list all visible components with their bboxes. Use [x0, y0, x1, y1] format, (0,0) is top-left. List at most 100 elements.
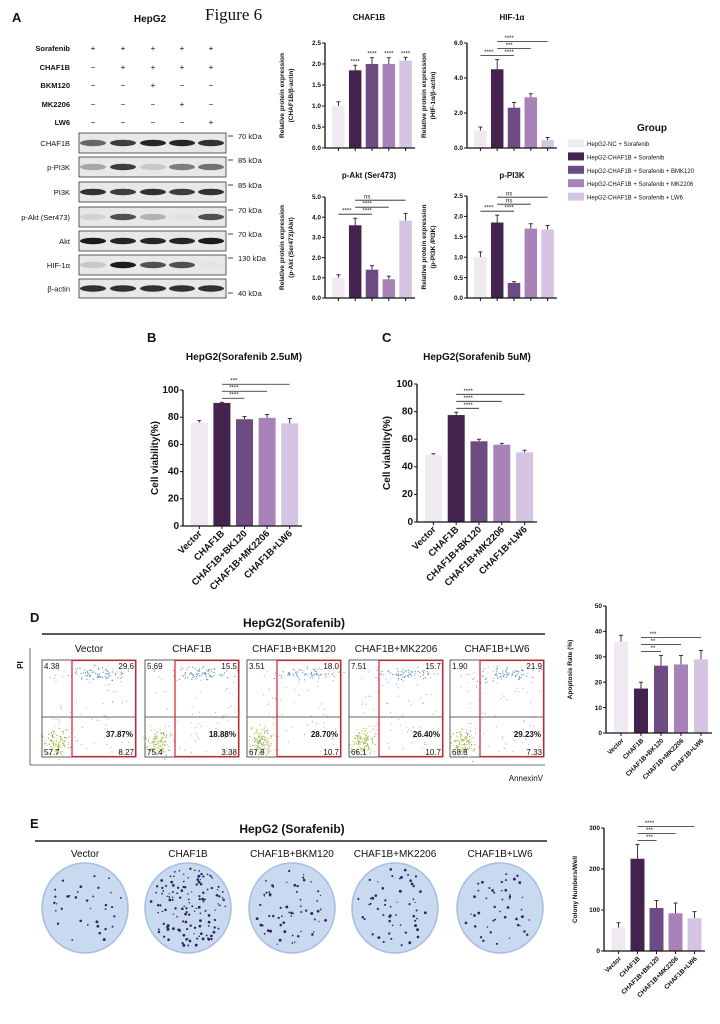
- colony-dot: [384, 903, 387, 906]
- flow-event-dot: [265, 739, 267, 741]
- flow-event-dot: [428, 673, 430, 675]
- flow-event-dot: [388, 671, 390, 673]
- colony-dot: [161, 910, 164, 913]
- flow-event-dot: [522, 720, 524, 722]
- flow-event-dot: [198, 670, 201, 672]
- flow-event-dot: [377, 722, 379, 724]
- flow-event-dot: [196, 735, 199, 737]
- flow-event-dot: [358, 746, 360, 748]
- flow-event-dot: [264, 737, 266, 739]
- quadrant-lr: 8.27: [118, 748, 134, 757]
- dish-label: CHAF1B+MK2206: [354, 849, 437, 860]
- colony-dot: [310, 912, 314, 916]
- flow-event-dot: [149, 742, 151, 744]
- flow-event-dot: [520, 677, 522, 679]
- colony-dot: [391, 875, 394, 878]
- flow-event-dot: [88, 673, 90, 675]
- bar: [516, 452, 534, 522]
- flow-event-dot: [93, 665, 95, 667]
- flow-event-dot: [381, 684, 384, 687]
- flow-event-dot: [165, 740, 167, 743]
- quadrant-ur: 29.6: [118, 662, 134, 671]
- flow-event-dot: [325, 739, 328, 741]
- flow-event-dot: [191, 706, 193, 708]
- colony-dot: [89, 907, 92, 910]
- flow-event-dot: [514, 739, 516, 741]
- bar-chart-5: HepG2(Sorafenib 5uM)Cell viability(%)Vec…: [382, 352, 537, 589]
- flow-event-dot: [389, 672, 391, 674]
- flow-event-dot: [322, 714, 324, 716]
- flow-event-dot: [101, 677, 103, 679]
- flow-event-dot: [50, 754, 52, 756]
- flow-event-dot: [402, 747, 405, 749]
- flow-event-dot: [88, 681, 91, 683]
- flow-event-dot: [293, 675, 295, 677]
- flow-event-dot: [64, 729, 67, 731]
- flow-event-dot: [271, 697, 274, 699]
- legend-item: HepG2-CHAF1B + Sorafenib + LW6: [587, 196, 684, 202]
- colony-dot: [183, 873, 185, 876]
- flow-event-dot: [515, 733, 517, 735]
- flow-event-dot: [513, 671, 515, 674]
- flow-event-dot: [407, 669, 410, 671]
- flow-event-dot: [96, 676, 99, 679]
- flow-event-dot: [254, 741, 256, 743]
- colony-dot: [371, 896, 375, 900]
- significance-label: ****: [363, 209, 373, 215]
- flow-event-dot: [397, 687, 399, 689]
- flow-event-dot: [303, 674, 306, 676]
- flow-event-dot: [371, 738, 373, 740]
- bar: [490, 69, 504, 148]
- quadrant-ul: 3.51: [249, 662, 265, 671]
- flow-event-dot: [517, 671, 520, 673]
- blot-band: [169, 214, 195, 220]
- flow-event-dot: [389, 711, 392, 714]
- colony-dot: [311, 933, 314, 936]
- flow-event-dot: [285, 687, 287, 689]
- flow-event-dot: [503, 695, 505, 698]
- colony-dot: [412, 898, 415, 901]
- flow-event-dot: [470, 747, 472, 750]
- flow-event-dot: [395, 673, 397, 675]
- bar: [614, 641, 628, 733]
- blot-band: [169, 261, 195, 269]
- flow-event-dot: [98, 675, 100, 678]
- flow-event-dot: [502, 675, 505, 678]
- flow-event-dot: [120, 671, 122, 673]
- flow-event-dot: [200, 679, 202, 681]
- flow-event-dot: [258, 739, 261, 742]
- treatment-sign: +: [209, 44, 214, 53]
- flow-event-dot: [217, 722, 219, 724]
- flow-event-dot: [165, 754, 167, 756]
- flow-plot-frame: [449, 659, 545, 758]
- flow-event-dot: [102, 671, 104, 673]
- flow-event-dot: [77, 739, 79, 741]
- flow-event-dot: [76, 668, 79, 670]
- blot-band: [198, 262, 224, 268]
- colony-dot: [278, 938, 282, 942]
- flow-event-dot: [153, 743, 155, 745]
- flow-event-dot: [207, 671, 209, 673]
- flow-panel-label: CHAF1B+MK2206: [355, 644, 438, 655]
- colony-dot: [388, 932, 391, 935]
- flow-event-dot: [391, 717, 393, 719]
- y-tick-label: 40: [402, 462, 414, 473]
- flow-event-dot: [255, 749, 258, 751]
- flow-event-dot: [166, 744, 169, 746]
- flow-event-dot: [162, 733, 165, 735]
- flow-event-dot: [121, 676, 123, 679]
- panel-letter-e: E: [30, 816, 39, 831]
- flow-event-dot: [47, 733, 50, 736]
- flow-event-dot: [461, 747, 463, 749]
- colony-dot: [206, 888, 209, 891]
- flow-event-dot: [107, 673, 109, 675]
- colony-dot: [187, 938, 189, 940]
- colony-dot: [214, 909, 216, 911]
- flow-event-dot: [212, 671, 214, 673]
- flow-event-dot: [288, 673, 290, 676]
- y-tick-label: 3.0: [312, 235, 321, 242]
- flow-event-dot: [501, 736, 504, 738]
- colony-dot: [500, 880, 503, 884]
- flow-event-dot: [422, 747, 424, 749]
